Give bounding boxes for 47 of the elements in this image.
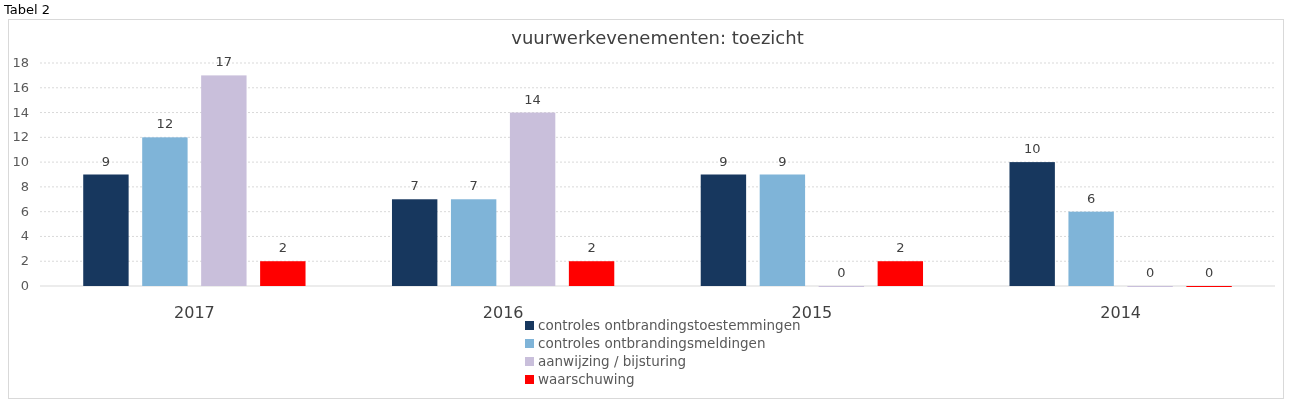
data-label: 14 bbox=[524, 91, 541, 107]
data-label: 0 bbox=[1145, 265, 1155, 280]
legend-label: controles ontbrandingsmeldingen bbox=[538, 335, 766, 351]
y-tick-label: 6 bbox=[20, 203, 29, 219]
y-tick-label: 12 bbox=[12, 129, 29, 145]
bar bbox=[509, 112, 556, 286]
bar bbox=[83, 174, 129, 286]
bar bbox=[450, 199, 497, 286]
bar bbox=[1009, 162, 1055, 286]
y-tick-label: 2 bbox=[20, 253, 29, 269]
data-label: 2 bbox=[896, 240, 905, 256]
data-label: 7 bbox=[410, 178, 419, 194]
y-tick-label: 14 bbox=[12, 104, 29, 120]
y-tick-label: 10 bbox=[12, 154, 29, 170]
x-tick-label: 2016 bbox=[482, 303, 524, 322]
data-label: 7 bbox=[469, 178, 478, 194]
data-label: 12 bbox=[156, 116, 174, 132]
data-label: 0 bbox=[1204, 265, 1214, 280]
data-label: 17 bbox=[215, 54, 233, 70]
y-tick-label: 8 bbox=[20, 178, 29, 194]
bar bbox=[759, 174, 806, 286]
legend-label: waarschuwing bbox=[538, 371, 635, 387]
y-tick-label: 16 bbox=[12, 79, 29, 95]
bar bbox=[142, 137, 188, 286]
y-tick-label: 0 bbox=[20, 278, 29, 293]
data-label: 9 bbox=[101, 153, 111, 169]
data-label: 6 bbox=[1087, 190, 1096, 206]
data-label: 2 bbox=[587, 240, 596, 256]
y-tick-label: 4 bbox=[20, 228, 29, 244]
data-label: 0 bbox=[837, 265, 846, 280]
x-tick-label: 2014 bbox=[1100, 303, 1141, 322]
legend-label: aanwijzing / bijsturing bbox=[538, 353, 687, 369]
bar bbox=[700, 174, 747, 286]
bar bbox=[201, 75, 247, 286]
data-label: 2 bbox=[278, 240, 287, 256]
bar bbox=[260, 261, 306, 286]
bar bbox=[877, 261, 924, 286]
text: Tabel 2 bbox=[3, 2, 51, 17]
y-tick-label: 18 bbox=[12, 55, 29, 70]
data-label: 9 bbox=[778, 153, 787, 169]
chart-title: vuurwerkevenementen: toezicht bbox=[511, 27, 804, 48]
bar bbox=[391, 199, 438, 286]
bar bbox=[1068, 211, 1114, 286]
data-label: 9 bbox=[719, 153, 728, 169]
data-label: 10 bbox=[1023, 141, 1041, 157]
x-tick-label: 2017 bbox=[174, 303, 215, 322]
bar bbox=[568, 261, 615, 286]
